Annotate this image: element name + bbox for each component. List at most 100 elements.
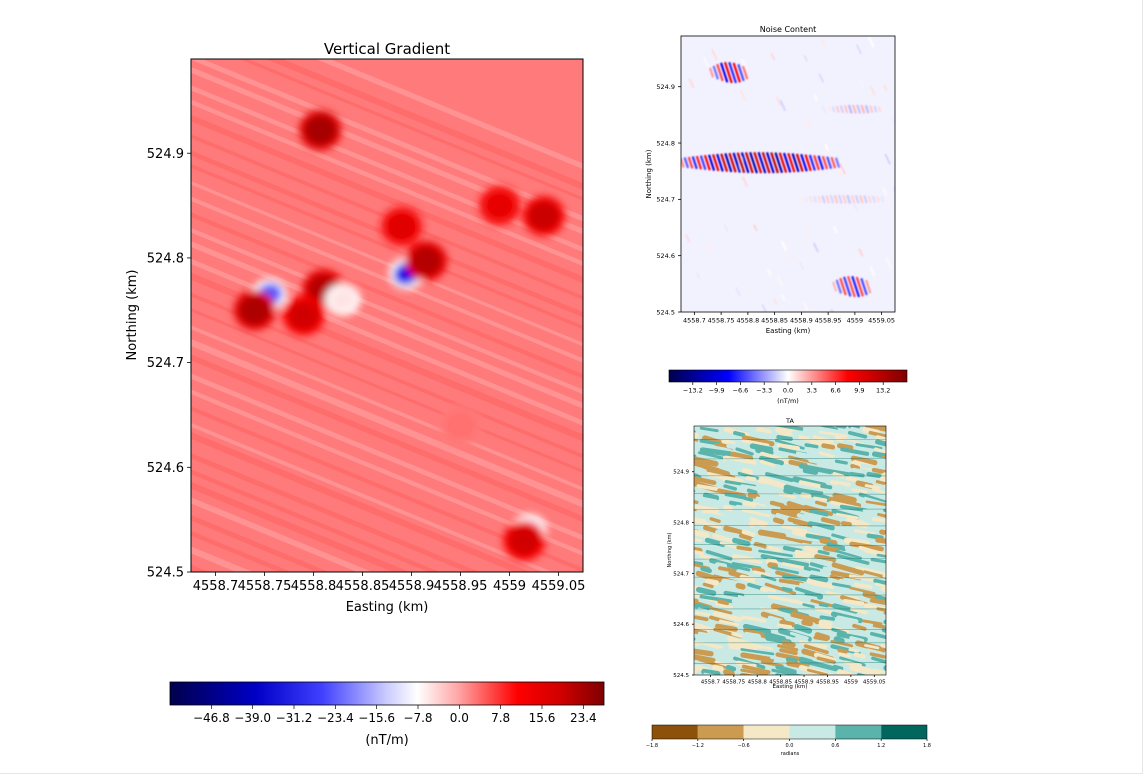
tilt-angle-streak: [883, 611, 918, 622]
tilt-angle-streak: [845, 410, 873, 420]
vertical-gradient-x-tick-label: 4558.95: [434, 579, 488, 594]
tilt-angle-streak: [666, 599, 684, 609]
tilt-angle-streak: [668, 578, 687, 586]
tilt-angle-y-tick-label: 524.5: [673, 673, 689, 679]
tilt-angle-streak: [688, 406, 705, 413]
vertical-gradient-colorbar-tick-label: 15.6: [529, 711, 556, 725]
tilt-angle-streak: [742, 406, 771, 420]
tilt-angle-x-tick-label: 4558.95: [816, 680, 839, 686]
tilt-angle-streak: [884, 484, 911, 491]
tilt-angle-streak: [664, 652, 678, 660]
tilt-angle-streak: [886, 427, 921, 439]
tilt-angle-x-tick-label: 4559.05: [863, 680, 886, 686]
vertical-gradient-y-tick-label: 524.9: [147, 147, 184, 162]
tilt-angle-streak: [684, 685, 700, 694]
tilt-angle-streak: [708, 418, 725, 426]
tilt-angle-streak: [667, 681, 696, 693]
tilt-angle-streak: [894, 570, 912, 580]
tilt-angle-streak: [670, 406, 686, 414]
tilt-angle-streak: [893, 513, 905, 519]
tilt-angle-streak: [672, 562, 684, 568]
tilt-angle-streak: [814, 406, 836, 415]
tilt-angle-streak: [884, 533, 901, 542]
vertical-gradient-anomaly: [445, 410, 477, 440]
tilt-angle-streak: [670, 504, 690, 513]
tilt-angle-colorbar-tick-label: 0.6: [831, 743, 839, 749]
noise-content-colorbar-gradient: [669, 370, 907, 382]
tilt-angle-y-tick-label: 524.7: [673, 571, 689, 577]
tilt-angle-streak: [876, 410, 903, 419]
tilt-angle-streak: [797, 689, 823, 698]
tilt-angle-streak: [887, 652, 908, 662]
tilt-angle-colorbar-cell: [881, 725, 927, 739]
noise-content-x-tick-label: 4558.8: [737, 317, 760, 325]
tilt-angle-streak: [881, 472, 915, 487]
tilt-angle-streak: [887, 463, 916, 472]
tilt-angle-streak: [670, 611, 691, 618]
tilt-angle-streak: [813, 410, 840, 420]
tilt-angle-streak: [889, 685, 905, 693]
tilt-angle-streak: [891, 439, 905, 446]
tilt-angle-y-tick-label: 524.8: [673, 520, 689, 526]
tilt-angle-streak: [882, 574, 911, 582]
tilt-angle-streak: [688, 418, 705, 427]
tilt-angle-x-label: Easting (km): [773, 684, 808, 690]
tilt-angle-x-tick-label: 4558.8: [748, 680, 768, 686]
tilt-angle-streak: [671, 455, 683, 461]
noise-content-x-tick-label: 4558.75: [708, 317, 735, 325]
tilt-angle-x-tick-label: 4558.75: [722, 680, 745, 686]
vertical-gradient-colorbar-tick-label: 0.0: [450, 711, 469, 725]
noise-content-colorbar-tick-label: 13.2: [876, 387, 890, 395]
tilt-angle-x-tick-label: 4558.7: [701, 680, 721, 686]
vertical-gradient-anomaly: [304, 115, 336, 145]
tilt-angle-y-tick-label: 524.9: [673, 470, 689, 476]
tilt-angle-streak: [671, 648, 684, 656]
tilt-angle-streak: [666, 636, 694, 649]
tilt-angle-streak: [670, 447, 695, 457]
tilt-angle-streak: [671, 644, 696, 655]
noise-content-y-tick-label: 524.8: [656, 139, 675, 147]
tilt-angle-streak: [890, 566, 904, 572]
tilt-angle-streak: [772, 406, 785, 414]
vertical-gradient-x-tick-label: 4558.75: [238, 579, 292, 594]
tilt-angle-streak: [883, 414, 895, 421]
tilt-angle-colorbar-tick-label: −1.2: [692, 743, 704, 749]
noise-content-colorbar-label: (nT/m): [777, 397, 799, 405]
vertical-gradient-x-tick-label: 4558.7: [193, 579, 239, 594]
noise-content-colorbar-tick-label: 3.3: [807, 387, 817, 395]
tilt-angle-streak: [893, 447, 928, 459]
vertical-gradient-colorbar-label: (nT/m): [365, 733, 408, 748]
noise-content-x-tick-label: 4559.05: [868, 317, 895, 325]
tilt-angle-streak: [892, 492, 923, 504]
tilt-angle-streak: [888, 541, 905, 550]
vertical-gradient-anomaly: [288, 301, 320, 331]
tilt-angle-streak: [710, 410, 724, 417]
tilt-angle-streak: [668, 427, 679, 432]
tilt-angle-streak: [891, 521, 927, 536]
vertical-gradient-x-tick-label: 4559.05: [532, 579, 586, 594]
vertical-gradient-anomaly: [410, 246, 442, 276]
noise-content-background: [681, 36, 895, 312]
tilt-angle-colorbar-cell: [835, 725, 881, 739]
vertical-gradient-title: Vertical Gradient: [324, 40, 450, 58]
tilt-angle-streak: [668, 582, 680, 589]
tilt-angle-colorbar-cell: [790, 725, 836, 739]
tilt-angle-colorbar-cell: [652, 725, 698, 739]
tilt-angle-streak: [664, 500, 698, 511]
vertical-gradient-y-label: Northing (km): [125, 270, 140, 361]
tilt-angle-colorbar-cell: [744, 725, 790, 739]
tilt-angle-streak: [895, 615, 922, 626]
noise-content-x-tick-label: 4558.9: [790, 317, 813, 325]
tilt-angle-streak: [812, 414, 846, 427]
tilt-angle-streak: [666, 640, 686, 648]
noise-content-colorbar-tick-label: −9.9: [709, 387, 725, 395]
vertical-gradient-x-tick-label: 4558.8: [291, 579, 337, 594]
noise-content-colorbar-tick-label: 6.6: [830, 387, 840, 395]
tilt-angle-streak: [889, 504, 905, 513]
